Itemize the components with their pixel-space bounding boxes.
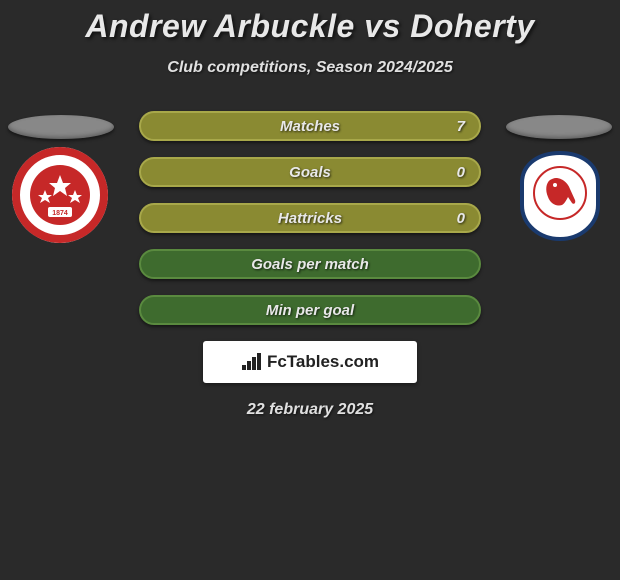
stat-row-goals: Goals 0 <box>139 157 481 187</box>
comparison-content: 1874 Matches 7 Goals 0 Hattricks 0 Goals… <box>0 107 620 419</box>
stat-value-right: 0 <box>457 164 465 181</box>
club-badge-left: 1874 <box>10 145 110 245</box>
stat-label: Hattricks <box>278 210 342 227</box>
stat-label: Matches <box>280 118 340 135</box>
brand-box: FcTables.com <box>203 341 417 383</box>
stat-row-gpm: Goals per match <box>139 249 481 279</box>
subtitle: Club competitions, Season 2024/2025 <box>0 59 620 77</box>
brand-text: FcTables.com <box>267 352 379 372</box>
date-text: 22 february 2025 <box>0 401 620 419</box>
svg-text:1874: 1874 <box>52 210 68 217</box>
brand-logo: FcTables.com <box>241 352 379 372</box>
stat-label: Goals per match <box>251 256 369 273</box>
club-badge-right <box>510 145 610 245</box>
stat-rows: Matches 7 Goals 0 Hattricks 0 Goals per … <box>139 107 481 325</box>
stat-row-mpg: Min per goal <box>139 295 481 325</box>
player-ellipse-left <box>8 115 114 139</box>
stat-label: Goals <box>289 164 331 181</box>
stat-label: Min per goal <box>266 302 354 319</box>
page-title: Andrew Arbuckle vs Doherty <box>0 0 620 45</box>
stat-value-right: 7 <box>457 118 465 135</box>
player-ellipse-right <box>506 115 612 139</box>
raith-icon <box>510 145 610 245</box>
hamilton-icon: 1874 <box>10 145 110 245</box>
stat-row-matches: Matches 7 <box>139 111 481 141</box>
stat-value-right: 0 <box>457 210 465 227</box>
stat-row-hattricks: Hattricks 0 <box>139 203 481 233</box>
bars-icon <box>241 353 263 371</box>
